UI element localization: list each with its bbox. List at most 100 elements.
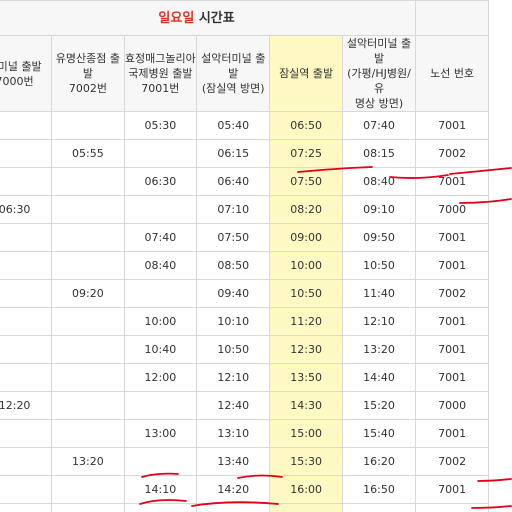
col-7000-departure-cell <box>0 335 53 364</box>
col-seorak-to-gapyeong-cell: 14:40 <box>341 363 417 392</box>
col-jamsil-departure-cell: 10:00 <box>269 251 343 280</box>
col-route-number-cell: 7001 <box>415 223 489 252</box>
col-seorak-to-jamsil-cell: 09:40 <box>196 279 271 308</box>
timetable-row: 05:30 05:40 06:50 07:40 7001 <box>0 111 489 140</box>
col-7002-departure-cell <box>51 251 125 280</box>
timetable-row: 06:30 06:40 07:50 08:40 7001 <box>0 167 489 196</box>
title-suffix: 시간표 <box>194 10 235 26</box>
col-route-number-cell: 7002 <box>415 447 489 476</box>
col-7002-departure-cell <box>51 419 125 448</box>
col-7002-departure-cell <box>51 391 125 420</box>
col-7000-departure-cell <box>0 111 53 140</box>
col-seorak-to-gapyeong-cell: 11:40 <box>341 279 417 308</box>
col-7002-departure-cell <box>51 307 125 336</box>
col-seorak-to-jamsil-cell: 08:50 <box>196 251 271 280</box>
col-seorak-to-gapyeong-cell: 15:40 <box>341 419 417 448</box>
col-7001-departure-cell: 06:30 <box>123 167 198 196</box>
col-header-7002: 유명산종점 출발 7002번 <box>51 35 125 112</box>
col-7000-departure-cell <box>0 167 53 196</box>
col-seorak-to-jamsil-cell: 13:10 <box>196 419 271 448</box>
col-route-number-cell: 7002 <box>415 139 489 168</box>
col-7000-departure-cell <box>0 363 53 392</box>
col-7002-departure-cell: 09:20 <box>51 279 125 308</box>
col-route-number-cell: 7001 <box>415 475 489 504</box>
col-seorak-to-gapyeong-cell: 12:10 <box>341 307 417 336</box>
col-7000-departure-cell <box>0 419 53 448</box>
col-seorak-to-jamsil-cell: 06:15 <box>196 139 271 168</box>
col-jamsil-departure-cell: 12:30 <box>269 335 343 364</box>
timetable-row: 07:40 07:50 09:00 09:50 7001 <box>0 223 489 252</box>
col-jamsil-departure-cell: 09:00 <box>269 223 343 252</box>
col-seorak-to-jamsil-cell: 06:40 <box>196 167 271 196</box>
col-seorak-to-gapyeong-cell: 18:30 <box>341 503 417 512</box>
col-header-7001: 효정매그놀리아 국제병원 출발 7001번 <box>123 35 198 112</box>
col-header-route-number: 노선 번호 <box>415 35 489 112</box>
col-7000-departure-cell: 06:30 <box>0 195 53 224</box>
timetable-row: 10:00 10:10 11:20 12:10 7001 <box>0 307 489 336</box>
col-route-number-cell: 7001 <box>415 167 489 196</box>
col-route-number-cell: 7001 <box>415 111 489 140</box>
col-7002-departure-cell <box>51 335 125 364</box>
col-seorak-to-gapyeong-cell: 16:50 <box>341 475 417 504</box>
col-7001-departure-cell <box>123 139 198 168</box>
col-7001-departure-cell: 08:40 <box>123 251 198 280</box>
col-7001-departure-cell: 13:00 <box>123 419 198 448</box>
col-seorak-to-gapyeong-cell: 13:20 <box>341 335 417 364</box>
col-seorak-to-gapyeong-cell: 08:40 <box>341 167 417 196</box>
col-seorak-to-jamsil-cell: 10:10 <box>196 307 271 336</box>
timetable-row: 12:20 12:40 14:30 15:20 7000 <box>0 391 489 420</box>
col-jamsil-departure-cell: 06:50 <box>269 111 343 140</box>
col-jamsil-departure-cell: 15:00 <box>269 419 343 448</box>
col-route-number-cell: 7001 <box>415 503 489 512</box>
col-route-number-cell: 7001 <box>415 307 489 336</box>
col-7002-departure-cell <box>51 111 125 140</box>
timetable-body: 05:30 05:40 06:50 07:40 7001 05:55 06:15 07:25 0… <box>0 111 489 512</box>
col-7002-departure-cell <box>51 363 125 392</box>
col-seorak-to-jamsil-cell: 07:10 <box>196 195 271 224</box>
col-seorak-to-jamsil-cell: 16:00 <box>196 503 271 512</box>
col-7001-departure-cell: 15:50 <box>123 503 198 512</box>
col-7000-departure-cell: 12:20 <box>0 391 53 420</box>
timetable-title: 일요일 시간표 <box>0 0 417 36</box>
col-7000-departure-cell <box>0 279 53 308</box>
col-jamsil-departure-cell: 11:20 <box>269 307 343 336</box>
col-route-number-cell: 7001 <box>415 335 489 364</box>
timetable-row: 15:5016:0017:4018:307001 <box>0 503 489 512</box>
col-seorak-to-gapyeong-cell: 15:20 <box>341 391 417 420</box>
col-jamsil-departure-cell: 16:00 <box>269 475 343 504</box>
timetable-row: 10:40 10:50 12:30 13:20 7001 <box>0 335 489 364</box>
col-jamsil-departure-cell: 17:40 <box>269 503 343 512</box>
col-7001-departure-cell <box>123 195 198 224</box>
col-seorak-to-gapyeong-cell: 09:50 <box>341 223 417 252</box>
col-7002-departure-cell <box>51 167 125 196</box>
col-7002-departure-cell <box>51 475 125 504</box>
col-route-number-cell: 7001 <box>415 363 489 392</box>
col-seorak-to-jamsil-cell: 05:40 <box>196 111 271 140</box>
col-7001-departure-cell: 05:30 <box>123 111 198 140</box>
col-7001-departure-cell <box>123 279 198 308</box>
col-jamsil-departure-cell: 07:50 <box>269 167 343 196</box>
col-jamsil-departure-cell: 07:25 <box>269 139 343 168</box>
col-7001-departure-cell: 12:00 <box>123 363 198 392</box>
col-seorak-to-gapyeong-cell: 07:40 <box>341 111 417 140</box>
timetable-row: 06:30 07:10 08:20 09:10 7000 <box>0 195 489 224</box>
col-seorak-to-jamsil-cell: 10:50 <box>196 335 271 364</box>
col-7001-departure-cell: 10:00 <box>123 307 198 336</box>
col-7001-departure-cell: 07:40 <box>123 223 198 252</box>
timetable-row: 05:55 06:15 07:25 08:15 7002 <box>0 139 489 168</box>
timetable-row: 12:00 12:10 13:50 14:40 7001 <box>0 363 489 392</box>
col-header-seorak-to-gapyeong: 설악터미널 출발 (가평/HJ병원/유 명상 방면) <box>341 35 417 112</box>
col-7001-departure-cell <box>123 447 198 476</box>
title-day: 일요일 <box>158 10 195 26</box>
col-seorak-to-jamsil-cell: 12:40 <box>196 391 271 420</box>
col-route-number-cell: 7001 <box>415 251 489 280</box>
col-7002-departure-cell <box>51 223 125 252</box>
col-jamsil-departure-cell: 14:30 <box>269 391 343 420</box>
col-7000-departure-cell <box>0 475 53 504</box>
title-blank-cell <box>415 0 489 36</box>
col-route-number-cell: 7000 <box>415 391 489 420</box>
col-seorak-to-gapyeong-cell: 10:50 <box>341 251 417 280</box>
col-7002-departure-cell <box>51 195 125 224</box>
